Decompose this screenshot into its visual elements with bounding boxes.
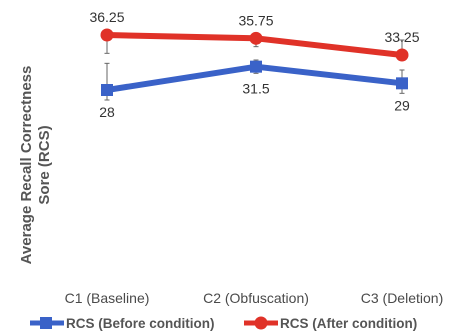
data-point-square (101, 84, 113, 96)
legend: RCS (Before condition) RCS (After condit… (30, 312, 450, 334)
legend-item-after[interactable]: RCS (After condition) (244, 314, 417, 332)
series-markers (100, 28, 409, 96)
data-point-square (396, 77, 408, 90)
data-point-square (250, 60, 262, 73)
y-axis-label-line2: Sore (RCS) (36, 125, 53, 204)
data-label: 36.25 (89, 9, 124, 25)
data-label: 33.25 (384, 29, 419, 45)
legend-label-before: RCS (Before condition) (66, 315, 215, 331)
x-tick-label: C1 (Baseline) (65, 290, 150, 306)
legend-label-after: RCS (After condition) (280, 315, 418, 331)
data-label: 29 (394, 97, 410, 113)
legend-square-marker-icon (30, 317, 64, 329)
data-labels: 28 31.5 29 36.25 35.75 33.25 (89, 9, 419, 120)
y-axis-label-line1: Average Recall Correctness (18, 66, 35, 265)
x-tick-label: C3 (Deletion) (361, 290, 443, 306)
data-point-circle (395, 48, 409, 62)
x-tick-label: C2 (Obfuscation) (203, 290, 309, 306)
data-label: 31.5 (242, 81, 269, 97)
x-axis-ticks: C1 (Baseline) C2 (Obfuscation) C3 (Deletio… (65, 290, 444, 306)
data-point-circle (249, 31, 263, 45)
legend-item-before[interactable]: RCS (Before condition) (30, 314, 215, 332)
data-label: 28 (99, 104, 115, 120)
y-axis-label-wrap: Average Recall CorrectnessSore (RCS) (8, 30, 62, 300)
y-axis-label: Average Recall CorrectnessSore (RCS) (18, 66, 53, 265)
data-label: 35.75 (238, 12, 273, 28)
legend-circle-marker-icon (244, 316, 278, 330)
data-point-circle (100, 28, 114, 42)
